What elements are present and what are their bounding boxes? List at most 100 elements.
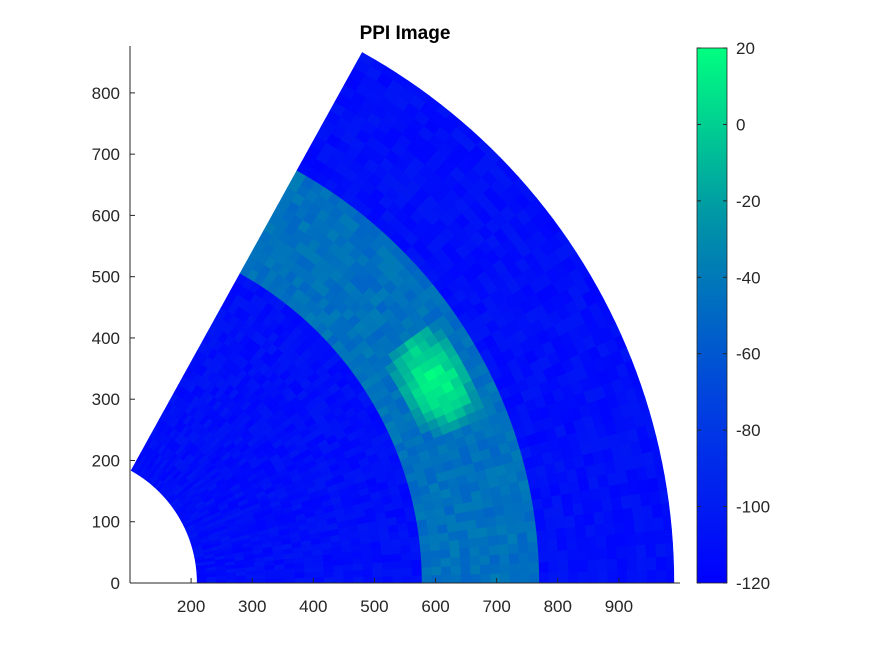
sector-cell	[467, 527, 479, 539]
sector-cell	[539, 572, 550, 584]
sector-cell	[470, 564, 481, 575]
sector-cell	[490, 573, 501, 584]
colorbar: 20 0 -20 -40 -60 -80 -100 -120	[696, 39, 770, 593]
sector-cell	[555, 527, 568, 540]
colorbar-tick-label: -120	[736, 574, 770, 593]
sector-cell	[235, 578, 247, 584]
x-tick-label: 700	[482, 597, 510, 616]
sector-cell	[660, 502, 671, 518]
sector-cell	[245, 578, 257, 584]
sector-cell	[533, 508, 546, 521]
sector-cell	[421, 558, 432, 568]
sector-cell	[469, 546, 481, 557]
sector-cell	[605, 533, 617, 548]
sector-cell	[469, 555, 481, 566]
sector-cell	[440, 557, 452, 567]
sector-cell	[313, 565, 325, 573]
sector-cell	[585, 535, 598, 549]
sector-cell	[505, 522, 518, 535]
sector-cell	[488, 544, 500, 556]
colorbar-tick-label: -80	[736, 421, 761, 440]
sector-cell	[411, 559, 423, 569]
colorbar-tick-label: 20	[736, 39, 755, 58]
sector-cell	[391, 553, 403, 562]
sector-cell	[460, 573, 472, 584]
sector-cell	[489, 563, 501, 574]
sector-cell	[400, 552, 412, 562]
sector-cell	[480, 573, 491, 584]
sector-cell	[362, 569, 374, 577]
sector-cell	[363, 575, 374, 584]
sector-cell	[451, 573, 462, 584]
sector-cell	[655, 542, 667, 558]
sector-cell	[439, 540, 451, 551]
sector-cell	[646, 569, 658, 584]
sector-cell	[564, 514, 576, 528]
sector-cell	[515, 521, 528, 534]
sector-cell	[361, 555, 373, 564]
sector-cell	[441, 574, 452, 584]
sector-cell	[496, 523, 508, 536]
sector-cell	[572, 502, 585, 516]
sector-cell	[448, 539, 461, 550]
sector-cell	[587, 570, 599, 584]
sector-cell	[255, 578, 266, 584]
sector-cell	[626, 557, 638, 571]
sector-cell	[401, 559, 413, 569]
sector-cell	[662, 515, 672, 531]
sector-cell	[447, 530, 460, 541]
sector-cell	[470, 573, 482, 584]
y-tick-label: 500	[92, 268, 120, 287]
sector-cell	[499, 563, 511, 574]
x-tick-label: 800	[544, 597, 572, 616]
sector-cell	[577, 559, 589, 572]
sector-cell	[613, 520, 626, 535]
sector-cell	[602, 509, 615, 524]
sector-cell	[460, 564, 472, 575]
sector-cell	[450, 565, 462, 575]
sector-cell	[552, 505, 565, 519]
sector-cell	[622, 507, 635, 522]
sector-cell	[323, 570, 335, 578]
y-tick-label: 0	[111, 574, 120, 593]
sector-cell	[468, 536, 480, 548]
sector-cell	[479, 554, 491, 566]
sector-cell	[584, 523, 597, 538]
y-tick-label: 600	[92, 206, 120, 225]
sector-cell	[382, 568, 394, 577]
sector-cell	[440, 565, 452, 576]
sector-cell	[333, 564, 344, 572]
sector-cell	[573, 513, 586, 527]
sector-cell	[431, 566, 442, 576]
y-tick-label: 700	[92, 145, 120, 164]
clip-mask	[0, 50, 130, 585]
sector-cell	[641, 504, 654, 520]
sector-cell	[497, 533, 509, 546]
x-tick-label: 900	[605, 597, 633, 616]
sector-cell	[547, 550, 559, 562]
sector-cell	[226, 578, 237, 584]
sector-cell	[509, 562, 521, 574]
sector-cell	[284, 572, 296, 579]
sector-cell	[428, 533, 440, 544]
sector-cell	[575, 525, 587, 539]
sector-cell	[284, 577, 296, 584]
chart-title: PPI Image	[360, 23, 451, 44]
sector-cell	[554, 516, 567, 529]
sector-cell	[516, 531, 529, 544]
sector-cell	[401, 567, 413, 576]
sector-cell	[411, 566, 423, 576]
y-tick-label: 300	[92, 390, 120, 409]
sector-cell	[265, 573, 276, 579]
sector-cell	[659, 488, 669, 504]
sector-cell	[635, 544, 647, 559]
sector-cell	[652, 516, 665, 532]
sector-cell	[391, 560, 403, 569]
sector-cell	[633, 518, 646, 533]
sector-cell	[529, 572, 540, 584]
sector-cell	[381, 553, 393, 563]
sector-cell	[607, 570, 618, 584]
sector-cell	[294, 577, 306, 584]
sector-cell	[400, 544, 412, 554]
